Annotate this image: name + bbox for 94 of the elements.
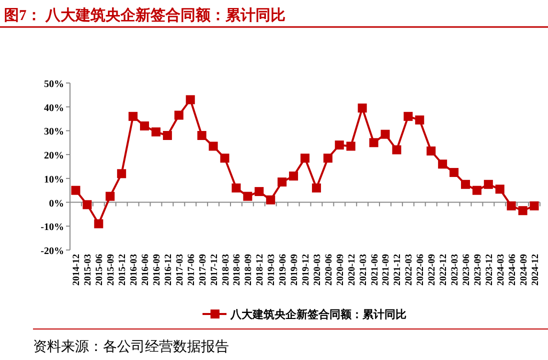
point <box>208 142 218 151</box>
y-tick-label: 30% <box>44 126 64 138</box>
point <box>518 206 528 216</box>
x-tick-label: 2023-06 <box>462 254 472 286</box>
x-tick-label: 2018-06 <box>232 254 243 286</box>
point <box>278 178 287 187</box>
legend: 八大建筑央企新签合同额：累计同比 <box>202 309 406 321</box>
x-tick-label: 2018-09 <box>244 254 254 286</box>
x-tick-label: 2015-03 <box>84 254 94 286</box>
point <box>82 200 92 210</box>
point <box>426 146 436 156</box>
point <box>232 183 241 192</box>
x-tick-label: 2023-09 <box>473 254 484 286</box>
x-tick-label: 2018-12 <box>256 254 266 286</box>
point <box>197 130 206 140</box>
x-tick-label: 2015-06 <box>95 254 106 286</box>
legend-label: 八大建筑央企新签合同额：累计同比 <box>230 308 406 321</box>
x-tick-label: 2017-06 <box>186 254 197 286</box>
y-tick-label: 20% <box>44 150 64 162</box>
point <box>346 142 356 151</box>
point <box>438 160 448 169</box>
x-tick-label: 2019-09 <box>290 254 300 286</box>
x-tick-label: 2015-12 <box>118 254 128 286</box>
point <box>243 192 252 201</box>
title: 图7： 八大建筑央企新签合同额：累计同比 <box>4 8 286 24</box>
x-tick-label: 2020-06 <box>324 254 334 286</box>
x-tick-label: 2016-12 <box>164 254 174 286</box>
x-tick-label: 2020-03 <box>312 254 323 286</box>
point <box>380 130 390 139</box>
point <box>117 169 126 178</box>
y-tick-label: 50% <box>44 79 64 90</box>
x-tick-label: 2016-03 <box>130 254 140 286</box>
point <box>254 187 264 196</box>
y-tick-label: -20% <box>40 246 64 257</box>
x-tick-label: 2019-03 <box>267 254 278 286</box>
y-tick-label: 10% <box>44 174 64 186</box>
x-tick-label: 2020-12 <box>347 254 358 286</box>
point <box>128 112 138 121</box>
x-tick-label: 2017-09 <box>198 254 208 286</box>
x-tick-label: 2020-09 <box>336 254 346 286</box>
point <box>312 183 321 192</box>
x-tick-label: 2021-09 <box>382 254 392 286</box>
x-tick-label: 2014-12 <box>72 254 82 286</box>
point <box>151 127 160 136</box>
point <box>472 186 482 195</box>
x-tick-label: 2019-12 <box>302 254 312 286</box>
x-tick-label: 2021-06 <box>370 254 380 286</box>
point <box>220 154 230 163</box>
point <box>71 186 80 195</box>
point <box>358 104 367 113</box>
point <box>506 201 516 210</box>
x-tick-label: 2019-06 <box>278 254 289 286</box>
x-tick-label: 2024-09 <box>519 254 530 286</box>
point <box>334 140 344 150</box>
x-tick-label: 2017-03 <box>175 254 186 286</box>
y-tick-label: 40% <box>44 102 64 114</box>
point <box>140 121 150 130</box>
x-tick-label: 2024-03 <box>496 254 506 286</box>
x-tick-label: 2016-09 <box>152 254 162 286</box>
point <box>300 154 310 163</box>
x-tick-label: 2018-03 <box>221 254 232 286</box>
point <box>415 115 424 124</box>
point <box>186 95 195 104</box>
x-tick-label: 2023-03 <box>450 254 461 286</box>
annotation: 资料来源：各公司经营数据报告 <box>33 340 229 355</box>
point <box>404 112 413 121</box>
point <box>94 219 104 228</box>
point <box>495 184 504 194</box>
x-tick-label: 2021-03 <box>358 254 369 286</box>
x-tick-label: 2022-06 <box>416 254 426 286</box>
y-tick-label: 0% <box>49 198 64 210</box>
point <box>174 110 184 120</box>
point <box>289 172 298 181</box>
point <box>162 130 172 140</box>
point <box>369 138 378 148</box>
x-tick-label: 2017-12 <box>210 254 220 286</box>
x-tick-label: 2015-09 <box>106 254 117 286</box>
x-tick-label: 2024-12 <box>530 254 541 286</box>
x-tick-label: 2022-09 <box>428 254 438 286</box>
x-tick-label: 2024-06 <box>508 254 518 286</box>
y-tick-label: -10% <box>40 222 64 234</box>
x-tick-label: 2016-06 <box>141 254 152 286</box>
point <box>484 180 493 189</box>
x-tick-label: 2023-12 <box>484 254 495 286</box>
point <box>266 195 276 204</box>
point <box>450 168 459 177</box>
point <box>323 154 332 163</box>
x-tick-label: 2022-03 <box>404 254 415 286</box>
point <box>460 180 470 189</box>
x-tick-label: 2022-12 <box>439 254 450 286</box>
point <box>392 145 402 154</box>
point <box>106 192 115 201</box>
x-tick-label: 2021-12 <box>393 254 404 286</box>
point <box>530 201 539 210</box>
